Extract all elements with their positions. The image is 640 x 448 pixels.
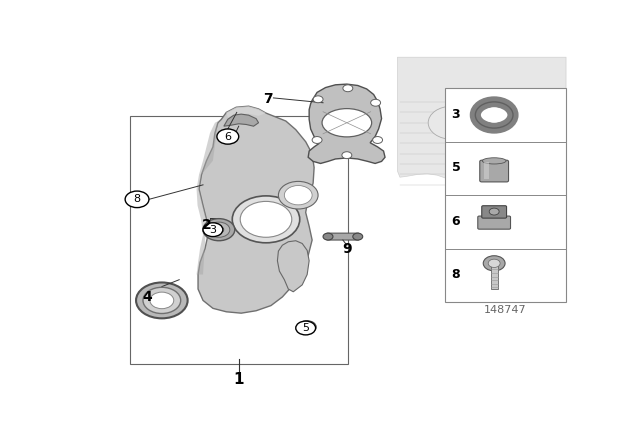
FancyBboxPatch shape (482, 206, 507, 218)
Polygon shape (227, 106, 266, 117)
Polygon shape (397, 57, 566, 207)
Circle shape (302, 323, 312, 331)
Text: 148747: 148747 (484, 305, 526, 315)
Circle shape (217, 129, 239, 144)
Ellipse shape (483, 158, 506, 164)
Text: 8: 8 (451, 268, 460, 281)
Bar (491, 265, 498, 289)
Circle shape (483, 108, 505, 123)
Circle shape (143, 287, 180, 314)
Text: 6: 6 (224, 132, 231, 142)
Circle shape (343, 85, 353, 92)
Text: 9: 9 (342, 241, 351, 256)
Text: 1: 1 (234, 372, 244, 387)
Circle shape (125, 191, 149, 207)
Bar (484, 162, 489, 179)
Circle shape (214, 226, 224, 233)
Circle shape (298, 321, 316, 333)
Text: 3: 3 (451, 108, 460, 121)
Circle shape (278, 181, 318, 209)
Circle shape (353, 233, 363, 240)
Circle shape (296, 321, 316, 335)
FancyBboxPatch shape (326, 233, 360, 240)
Circle shape (489, 208, 499, 215)
Circle shape (203, 219, 235, 241)
Polygon shape (196, 119, 221, 275)
Circle shape (313, 96, 323, 103)
Circle shape (150, 292, 173, 309)
Text: 6: 6 (451, 215, 460, 228)
Polygon shape (308, 84, 385, 164)
Text: 7: 7 (262, 91, 272, 106)
Circle shape (284, 185, 312, 205)
Circle shape (488, 259, 500, 267)
Circle shape (428, 106, 476, 139)
Text: 5: 5 (451, 161, 460, 174)
Text: 3: 3 (209, 225, 216, 235)
Polygon shape (198, 106, 314, 313)
Text: 5: 5 (302, 323, 309, 333)
Polygon shape (224, 114, 259, 126)
Circle shape (492, 102, 531, 129)
Circle shape (372, 137, 383, 143)
FancyBboxPatch shape (480, 160, 509, 182)
Circle shape (208, 222, 230, 237)
Circle shape (342, 152, 352, 159)
Text: 8: 8 (134, 194, 141, 204)
Polygon shape (277, 241, 309, 292)
Text: 2: 2 (202, 218, 211, 232)
Circle shape (203, 223, 223, 237)
Circle shape (312, 137, 322, 143)
Circle shape (371, 99, 381, 106)
Bar (445, 88, 566, 302)
Circle shape (232, 196, 300, 243)
FancyBboxPatch shape (478, 216, 511, 229)
Circle shape (483, 256, 505, 271)
Ellipse shape (322, 108, 372, 137)
Circle shape (240, 202, 292, 237)
Circle shape (323, 233, 333, 240)
Bar (129, 116, 348, 364)
Circle shape (136, 283, 188, 319)
Text: 4: 4 (142, 290, 152, 304)
